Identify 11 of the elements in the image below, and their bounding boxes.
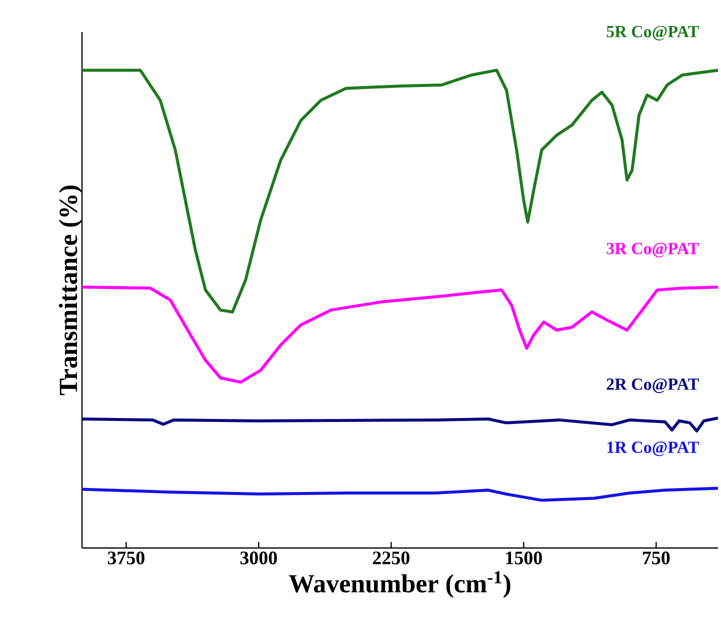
series-label: 2R Co@PAT [606,378,699,393]
x-tick-label: 3000 [240,552,277,564]
series-label: 3R Co@PAT [606,242,699,258]
x-tick-label: 750 [642,552,670,564]
x-tick-label: 3750 [108,552,144,564]
series-label: 1R Co@PAT [607,442,699,456]
series-label: 5R Co@PAT [606,26,699,40]
x-tick-label: 1500 [506,552,542,564]
x-axis-title: Wavenumber (cm$^{-1}$) [288,571,510,598]
y-axis-title: Transmittance (%) [58,186,82,396]
x-tick-label: 2250 [372,552,410,564]
